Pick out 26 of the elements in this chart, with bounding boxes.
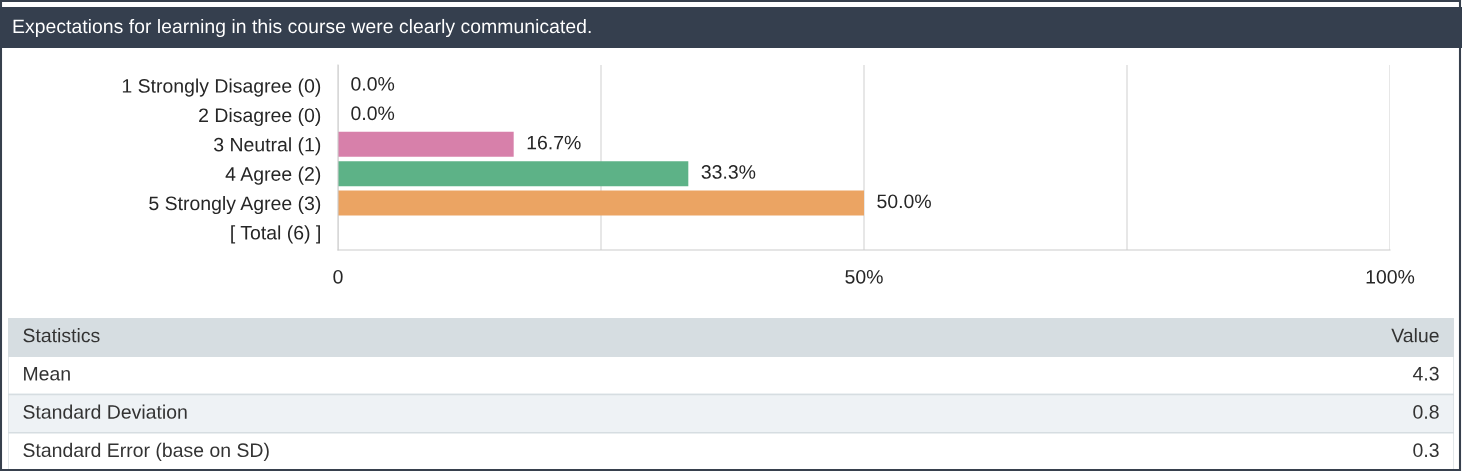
- chart-title: Expectations for learning in this course were clearly communicated.: [13, 18, 591, 38]
- y-tick-label: 3 Neutral (1): [214, 137, 321, 156]
- category-label: Standard Deviation: [23, 404, 187, 419]
- category-label: Mean: [24, 367, 70, 381]
- data-label: 0.3: [1413, 443, 1439, 458]
- y-tick-label: [ Total (6) ]: [231, 225, 320, 244]
- y-tick-label: 1 Strongly Disagree (0): [122, 78, 321, 97]
- y-tick-label: 5 Strongly Agree (3): [149, 195, 321, 215]
- category-label: Standard Error (base on SD): [23, 442, 269, 461]
- data-label: 4.3: [1412, 366, 1439, 381]
- bar: [338, 131, 514, 157]
- bar: [338, 161, 689, 187]
- data-label: 16.7%: [527, 135, 581, 150]
- text: Value: [1391, 328, 1439, 343]
- text: Statistics: [23, 328, 100, 343]
- data-label: 33.3%: [701, 165, 756, 179]
- bar: [338, 190, 864, 216]
- data-label: 0.8: [1413, 405, 1439, 419]
- data-label: 0.0%: [351, 77, 395, 91]
- x-tick-label: 100%: [1366, 269, 1415, 284]
- data-label: 50.0%: [877, 194, 931, 209]
- data-label: 0.0%: [351, 106, 395, 121]
- x-tick-label: 0: [333, 269, 343, 284]
- y-tick-label: 4 Agree (2): [225, 166, 321, 185]
- x-tick-label: 50%: [845, 269, 883, 284]
- y-tick-label: 2 Disagree (0): [199, 107, 321, 126]
